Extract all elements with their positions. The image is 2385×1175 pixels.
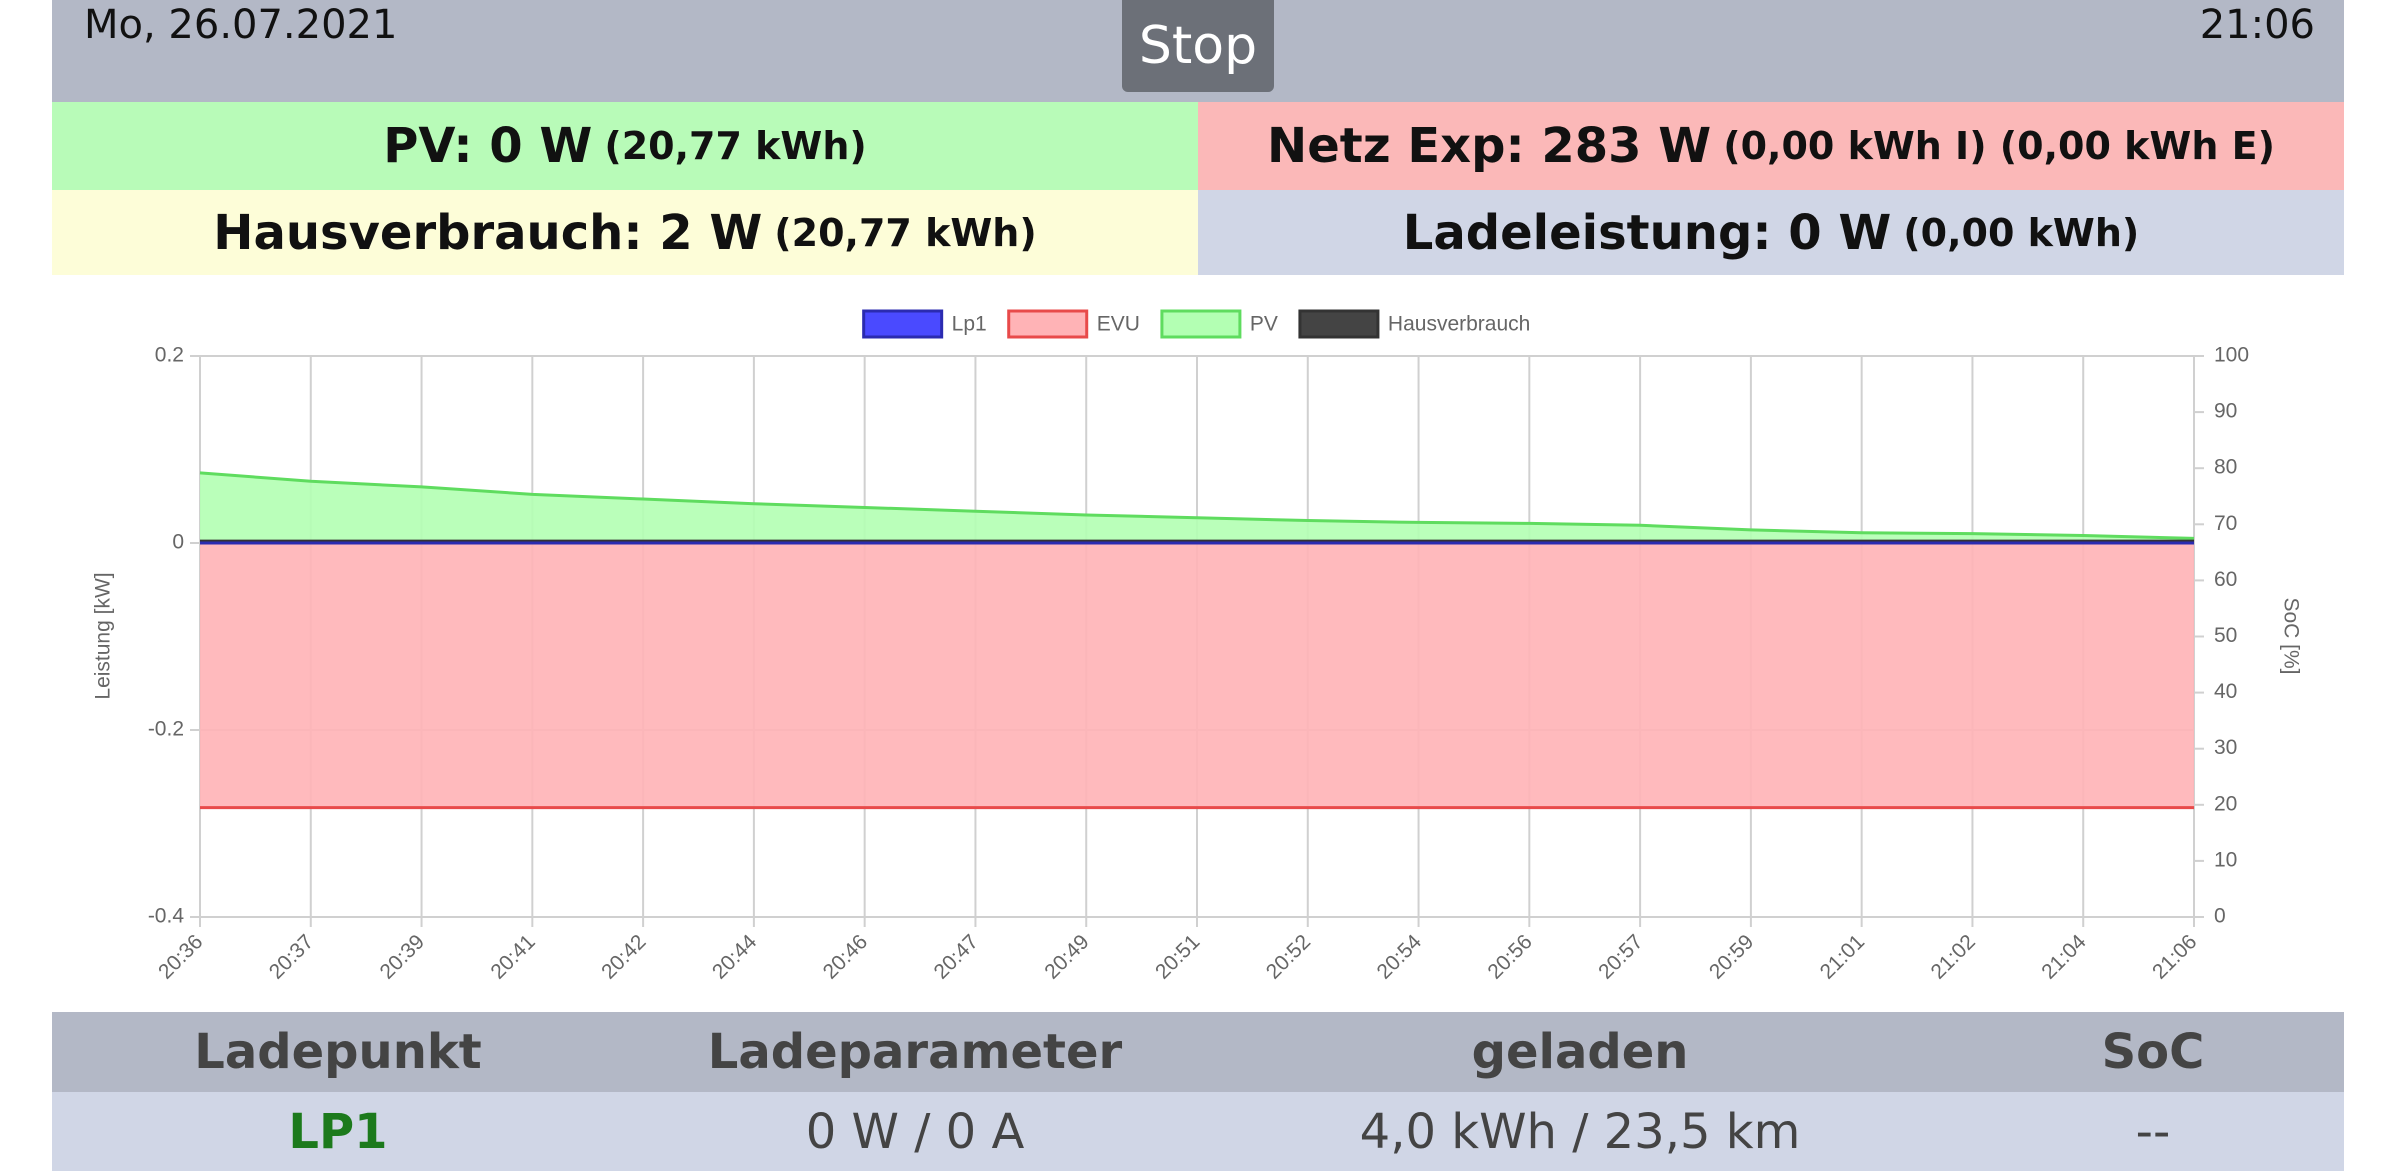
- y2-tick-label: 20: [2214, 792, 2237, 815]
- status-label: PV: 0 W: [383, 118, 593, 174]
- column-header: SoC: [2101, 1024, 2205, 1080]
- status-label: Hausverbrauch: 2 W: [213, 204, 763, 261]
- legend-label: PV: [1250, 313, 1278, 336]
- legend-item[interactable]: Lp1: [862, 309, 987, 339]
- legend-swatch: [1007, 309, 1089, 339]
- y-tick-label: 0: [172, 531, 184, 554]
- grid-status: Netz Exp: 283 W (0,00 kWh I) (0,00 kWh E): [1198, 102, 2344, 190]
- table-cell: 4,0 kWh / 23,5 km: [1359, 1104, 1801, 1160]
- stop-button[interactable]: Stop: [1122, 0, 1274, 92]
- pv-status: PV: 0 W (20,77 kWh): [52, 102, 1198, 190]
- x-tick-label: 20:54: [1373, 930, 1427, 984]
- y2-tick-label: 100: [2214, 344, 2249, 367]
- legend-swatch: [1298, 309, 1380, 339]
- house-status: Hausverbrauch: 2 W (20,77 kWh): [52, 190, 1198, 275]
- table-row: [52, 1092, 2344, 1171]
- column-header: Ladeparameter: [707, 1024, 1123, 1080]
- y2-tick-label: 40: [2214, 680, 2237, 703]
- x-tick-label: 20:49: [1040, 930, 1093, 983]
- status-detail: (0,00 kWh): [1903, 210, 2140, 255]
- table-cell: 0 W / 0 A: [805, 1104, 1025, 1160]
- x-tick-label: 20:47: [929, 930, 982, 983]
- x-tick-label: 20:51: [1151, 930, 1204, 983]
- date: Mo, 26.07.2021: [84, 2, 398, 48]
- y2-tick-label: 30: [2214, 736, 2237, 759]
- y-tick-label: -0.2: [148, 718, 184, 741]
- status-detail: (0,00 kWh I) (0,00 kWh E): [1723, 124, 2275, 168]
- y2-tick-label: 50: [2214, 624, 2237, 647]
- area-line: [199, 471, 2195, 540]
- column-header: geladen: [1471, 1024, 1689, 1080]
- status-label: Netz Exp: 283 W: [1267, 118, 1712, 174]
- y2-tick-label: 90: [2214, 400, 2237, 423]
- legend-label: EVU: [1097, 313, 1140, 336]
- charge-status: Ladeleistung: 0 W (0,00 kWh): [1198, 190, 2344, 275]
- y-tick-label: -0.4: [148, 905, 185, 928]
- x-tick-label: 21:01: [1816, 930, 1869, 983]
- area-fill: [200, 543, 2194, 808]
- legend: Lp1 EVU PV Hausverbrauch: [862, 309, 1530, 339]
- legend-swatch: [1160, 309, 1242, 339]
- legend-item[interactable]: PV: [1160, 309, 1278, 339]
- x-tick-label: 20:56: [1483, 930, 1536, 983]
- area-fill: [200, 472, 2194, 543]
- y2-axis-title: SoC [%]: [2279, 597, 2302, 674]
- legend-item[interactable]: Hausverbrauch: [1298, 309, 1530, 339]
- x-tick-label: 20:59: [1705, 930, 1758, 983]
- x-tick-label: 20:52: [1262, 930, 1315, 983]
- chart: Leistung [kW] SoC [%] 20:36 20:37 20:39 20:…: [92, 309, 2302, 984]
- x-tick-label: 20:39: [376, 930, 429, 983]
- x-tick-label: 20:44: [708, 930, 762, 984]
- y2-tick-label: 10: [2214, 848, 2237, 871]
- y2-tick-label: 0: [2214, 905, 2226, 928]
- table-cell: --: [2135, 1104, 2171, 1160]
- legend-label: Lp1: [952, 313, 987, 336]
- time: 21:06: [2199, 2, 2315, 48]
- status-detail: (20,77 kWh): [604, 124, 867, 168]
- column-header: Ladepunkt: [194, 1024, 482, 1080]
- x-tick-label: 20:57: [1594, 930, 1647, 983]
- y-axis-title: Leistung [kW]: [92, 572, 115, 699]
- y2-tick-label: 70: [2214, 512, 2237, 535]
- table-cell: LP1: [288, 1104, 388, 1160]
- x-tick-label: 21:04: [2037, 930, 2091, 984]
- legend-label: Hausverbrauch: [1388, 313, 1530, 336]
- table-header: [52, 1012, 2344, 1092]
- legend-swatch: [862, 309, 944, 339]
- x-tick-label: 20:37: [265, 930, 318, 983]
- y2-tick-label: 60: [2214, 568, 2237, 591]
- x-tick-label: 20:41: [486, 930, 539, 983]
- status-detail: (20,77 kWh): [774, 210, 1037, 255]
- status-label: Ladeleistung: 0 W: [1402, 204, 1892, 261]
- x-tick-label: 21:02: [1926, 930, 1979, 983]
- y-tick-label: 0.2: [155, 344, 184, 367]
- x-tick-label: 20:46: [819, 930, 872, 983]
- x-tick-label: 20:42: [597, 930, 650, 983]
- x-tick-label: 21:06: [2148, 930, 2201, 983]
- x-tick-label: 20:36: [154, 930, 207, 983]
- y2-tick-label: 80: [2214, 456, 2237, 479]
- legend-item[interactable]: EVU: [1007, 309, 1140, 339]
